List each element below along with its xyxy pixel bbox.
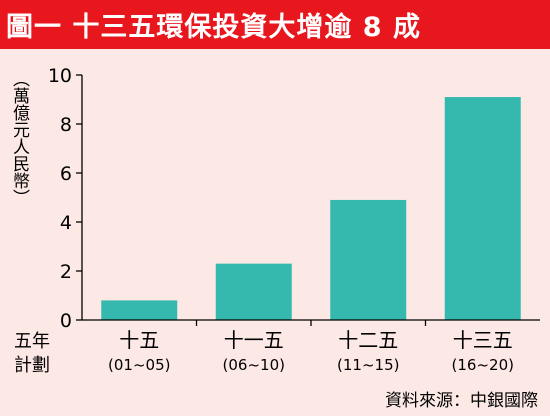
y-tick-label: 0 [60, 310, 72, 332]
x-axis-label-line2: 計劃 [14, 355, 50, 376]
bar-1 [101, 300, 178, 320]
y-axis-label: （萬億元人民幣） [9, 70, 29, 206]
y-tick-label: 8 [60, 114, 72, 136]
bars [101, 97, 521, 320]
y-ticks: 0 2 4 6 8 10 [48, 65, 82, 332]
x-ticks: 十五 (01~05) 十一五 (06~10) 十二五 (11~15) 十三五 (16~20) [108, 320, 514, 374]
bar-4 [444, 97, 521, 320]
y-tick-label: 10 [48, 65, 72, 87]
title-bar: 圖一 十三五環保投資大增逾 8 成 [0, 0, 550, 49]
y-tick-label: 4 [60, 212, 72, 234]
bar-2 [215, 263, 292, 320]
chart-title: 圖一 十三五環保投資大增逾 8 成 [6, 12, 421, 43]
x-category-label: 十五 [119, 328, 159, 352]
y-tick-label: 6 [60, 163, 72, 185]
x-category-period: (01~05) [108, 356, 170, 374]
x-category-label: 十二五 [338, 328, 398, 352]
x-axis-label-line1: 五年 [14, 331, 50, 352]
bar-3 [330, 199, 407, 320]
x-category-period: (16~20) [452, 356, 514, 374]
source-note: 資料來源：中銀國際 [385, 391, 538, 411]
x-category-period: (06~10) [223, 356, 285, 374]
y-tick-label: 2 [60, 261, 72, 283]
x-category-label: 十一五 [224, 328, 284, 352]
x-category-period: (11~15) [337, 356, 399, 374]
x-category-label: 十三五 [453, 328, 513, 352]
